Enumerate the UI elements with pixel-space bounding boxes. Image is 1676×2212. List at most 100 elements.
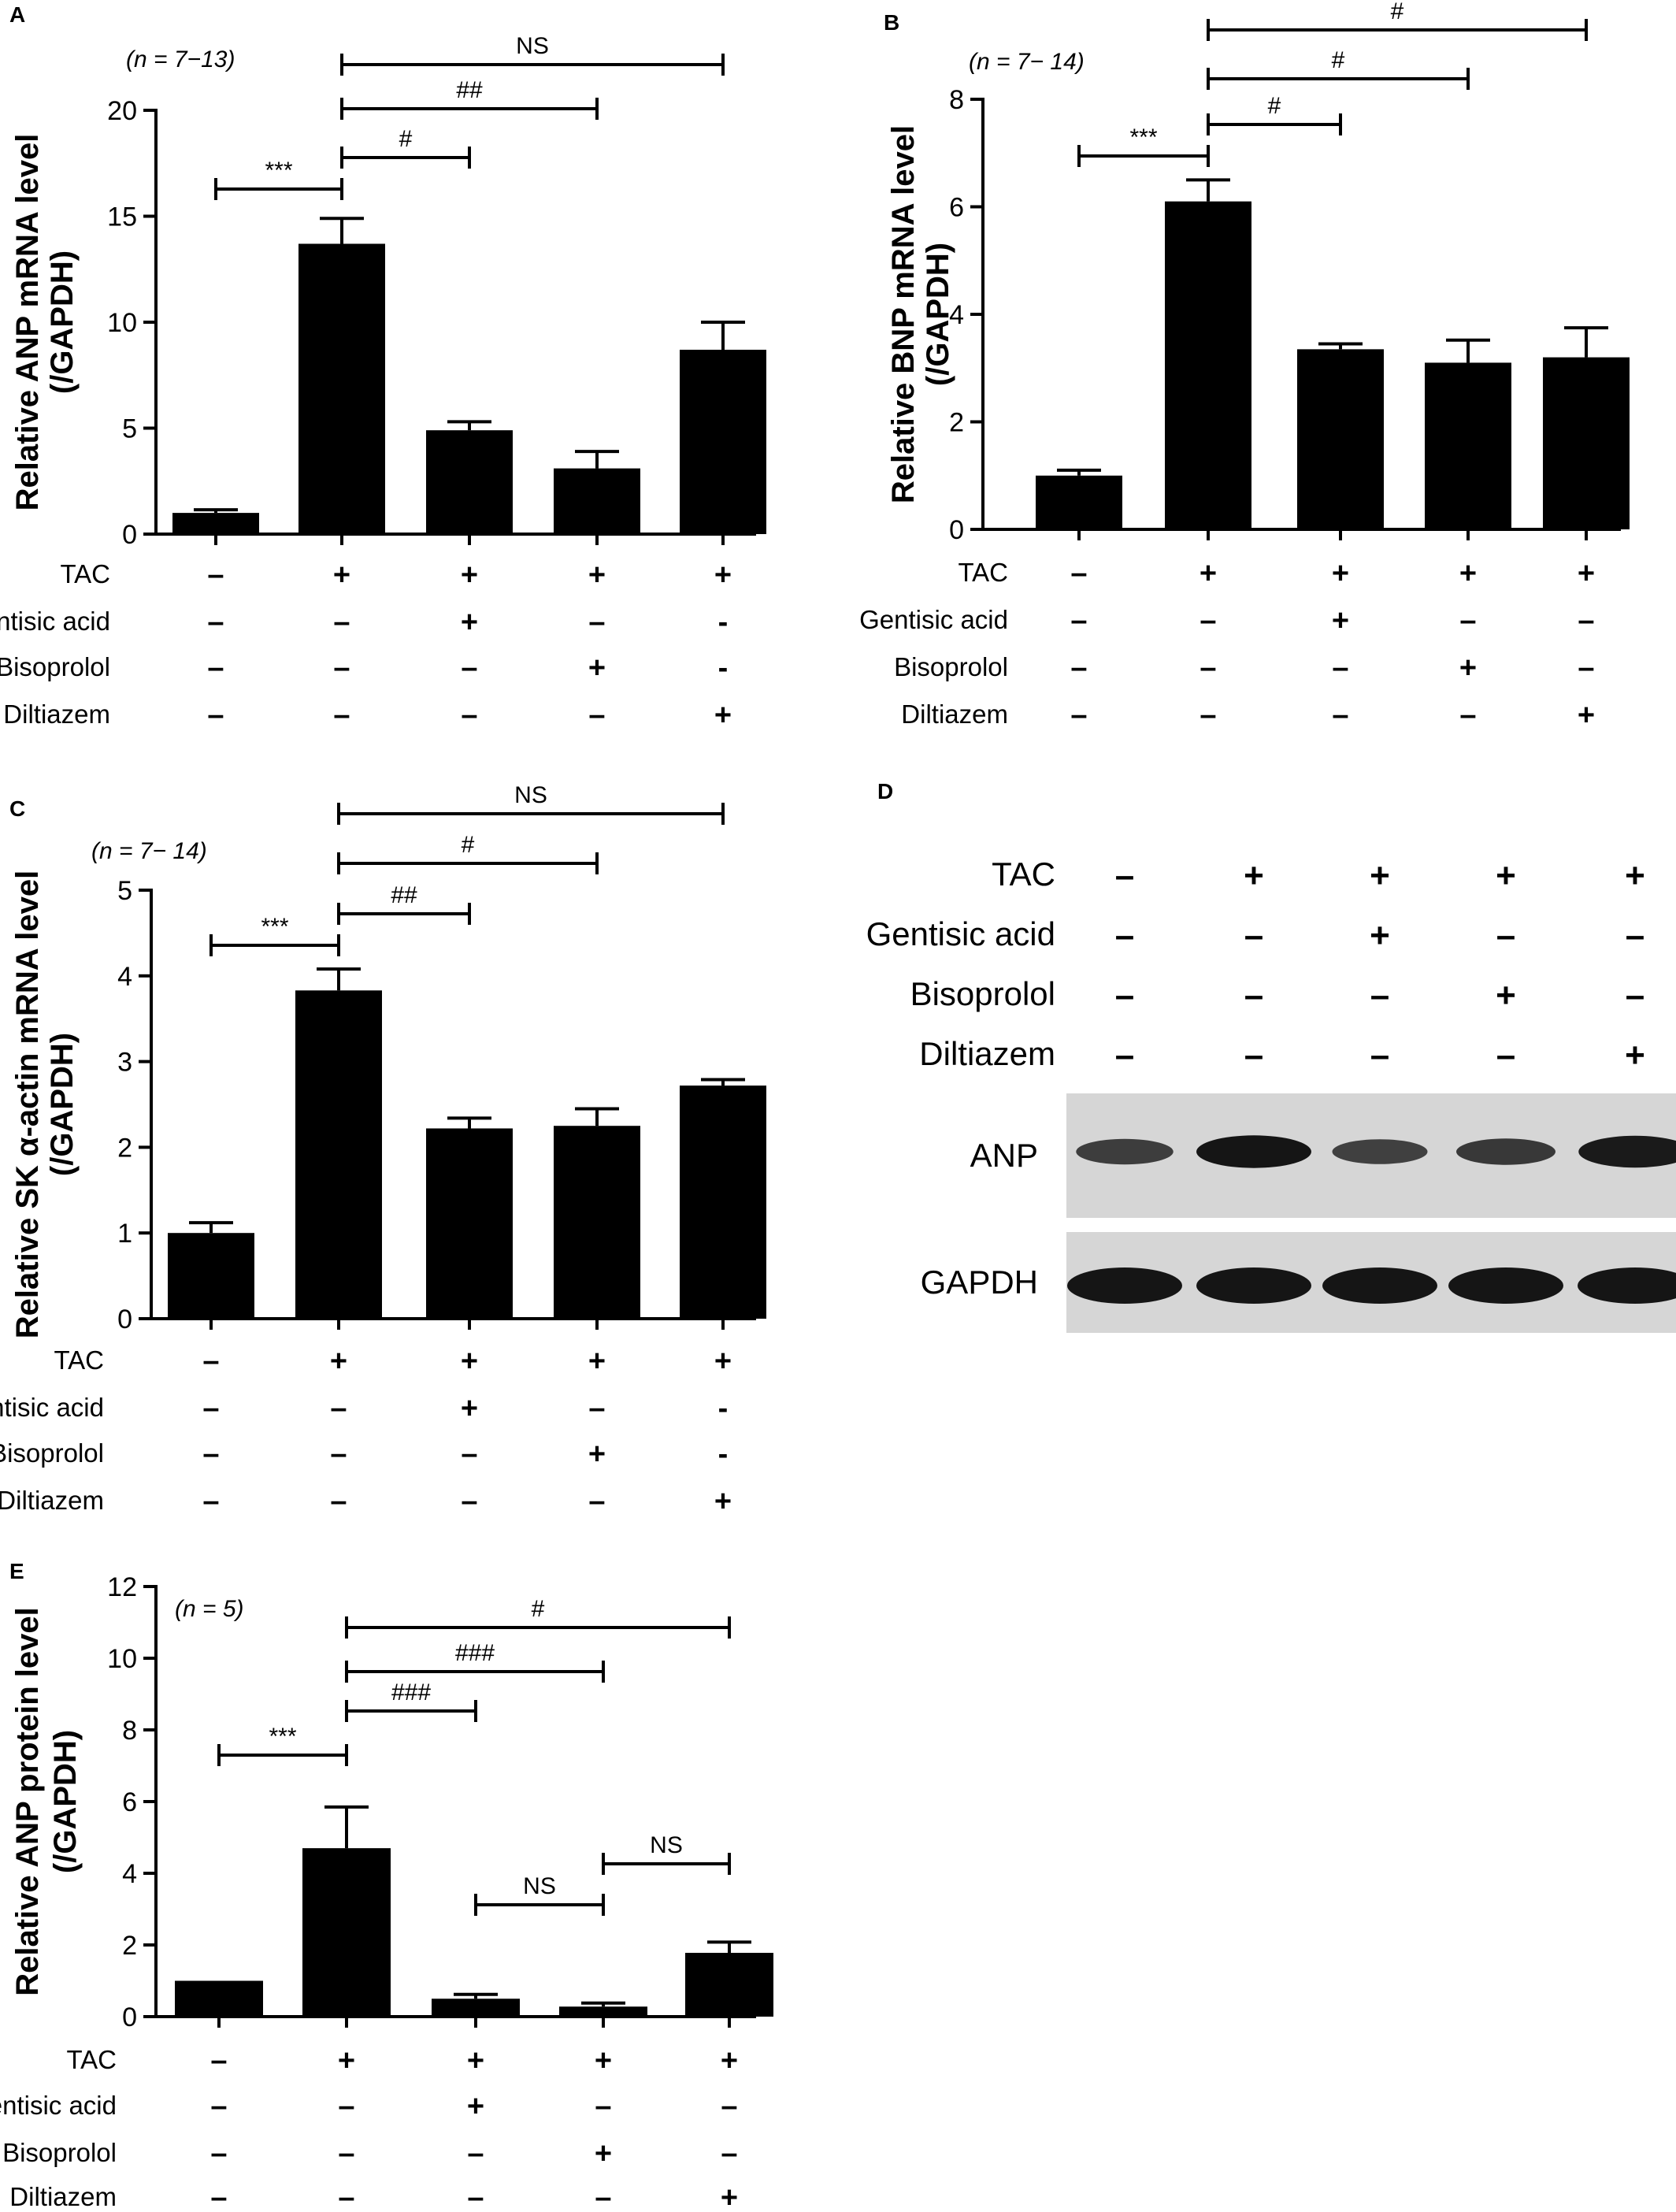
y-axis-title-unit: (/GAPDH) — [48, 1730, 83, 1873]
treatment-sign: - — [718, 606, 729, 639]
significance-label: NS — [516, 33, 549, 59]
treatment-sign: – — [1070, 651, 1087, 685]
treatment-row-label: Diltiazem — [9, 2182, 117, 2211]
blot-sign: – — [1370, 1036, 1389, 1074]
panel-d-western-blot: D TAC – + + + + Gentisic acid – – + – – Bisoprolol – – –… — [866, 779, 1676, 1333]
blot-sign: + — [1625, 856, 1645, 895]
treatment-sign: – — [210, 2044, 227, 2077]
protein-band — [1196, 1267, 1311, 1304]
treatment-sign: – — [338, 2137, 354, 2170]
treatment-sign: – — [588, 1392, 605, 1425]
blot-sign: + — [1496, 856, 1516, 895]
bar — [1425, 362, 1511, 529]
treatment-sign: + — [333, 559, 350, 592]
treatment-sign: + — [588, 559, 606, 592]
y-tick-label: 2 — [122, 1931, 137, 1961]
treatment-sign: – — [202, 1392, 219, 1425]
treatment-row-label: TAC — [66, 2045, 117, 2074]
panel-e: E (n = 5) Relative ANP protein level (/GAPD… — [0, 1559, 773, 2212]
treatment-sign: – — [207, 651, 224, 685]
treatment-sign: – — [330, 1485, 347, 1518]
protein-band — [1448, 1267, 1563, 1304]
significance-label: ### — [391, 1679, 431, 1705]
treatment-row-label: TAC — [54, 1345, 104, 1375]
panel-letter: E — [9, 1559, 24, 1583]
treatment-sign: – — [210, 2181, 227, 2212]
blot-sign: – — [1496, 916, 1515, 955]
panel-letter: D — [877, 779, 893, 804]
treatment-sign: + — [338, 2044, 355, 2077]
y-tick-label: 0 — [949, 515, 964, 545]
treatment-sign: – — [467, 2181, 484, 2212]
bar — [298, 243, 385, 534]
treatment-sign: – — [210, 2137, 227, 2170]
y-tick-label: 5 — [117, 876, 132, 906]
treatment-sign: – — [338, 2181, 354, 2212]
treatment-sign: – — [202, 1485, 219, 1518]
treatment-sign: – — [1200, 699, 1216, 732]
treatment-row-label: Diltiazem — [3, 700, 110, 729]
treatment-row-label: Bisoprolol — [894, 652, 1008, 681]
significance-label: # — [399, 126, 413, 152]
treatment-sign: – — [330, 1438, 347, 1471]
y-axis-title: Relative BNP mRNA level — [886, 125, 921, 503]
protein-band — [1578, 1267, 1676, 1304]
treatment-sign: – — [1200, 651, 1216, 685]
y-tick-label: 10 — [107, 308, 137, 338]
treatment-sign: – — [721, 2137, 737, 2170]
treatment-row-label: Bisoprolol — [0, 652, 110, 681]
band-label: ANP — [970, 1137, 1038, 1174]
treatment-sign: + — [1332, 604, 1349, 637]
significance-label: ## — [456, 77, 483, 103]
treatment-sign: + — [461, 1392, 478, 1425]
blot-row-label: Gentisic acid — [866, 915, 1055, 952]
significance-label: NS — [523, 1873, 556, 1899]
treatment-sign: – — [1578, 604, 1594, 637]
y-tick-label: 4 — [117, 962, 132, 992]
treatment-sign: + — [721, 2044, 738, 2077]
significance-label: *** — [261, 914, 288, 940]
treatment-sign: + — [588, 651, 606, 685]
y-tick-label: 1 — [117, 1219, 132, 1249]
treatment-sign: – — [202, 1438, 219, 1471]
panel-letter: B — [884, 10, 899, 35]
treatment-sign: + — [714, 699, 732, 732]
blot-sign: + — [1625, 1036, 1645, 1074]
treatment-sign: – — [588, 699, 605, 732]
treatment-sign: + — [714, 559, 732, 592]
treatment-sign: – — [207, 559, 224, 592]
treatment-sign: – — [330, 1392, 347, 1425]
y-axis-title-unit: (/GAPDH) — [45, 1033, 80, 1176]
y-axis-title: Relative ANP protein level — [10, 1607, 45, 1996]
significance-label: NS — [514, 782, 547, 808]
y-axis-title: Relative ANP mRNA level — [10, 134, 45, 511]
sample-size-label: (n = 7− 14) — [969, 49, 1085, 75]
bar — [172, 513, 259, 534]
significance-label: ## — [391, 882, 417, 908]
treatment-sign: – — [333, 651, 350, 685]
treatment-row-label: Gentisic acid — [0, 1393, 104, 1422]
treatment-sign: + — [714, 1485, 732, 1518]
protein-band — [1332, 1139, 1428, 1164]
bar — [685, 1953, 773, 2017]
significance-label: *** — [1129, 124, 1157, 150]
treatment-sign: + — [1578, 699, 1595, 732]
y-tick-label: 0 — [122, 2002, 137, 2032]
y-tick-label: 0 — [122, 520, 137, 550]
treatment-sign: - — [718, 1438, 729, 1471]
treatment-row-label: Bisoprolol — [2, 2138, 117, 2167]
panel-letter: C — [9, 796, 25, 821]
bar — [1165, 201, 1251, 530]
blot-sign: – — [1115, 856, 1134, 895]
blot-sign: + — [1496, 976, 1516, 1015]
bar — [432, 1999, 520, 2017]
treatment-sign: – — [461, 1438, 477, 1471]
blot-sign: – — [1496, 1036, 1515, 1074]
treatment-sign: + — [1200, 557, 1217, 590]
bar — [426, 1128, 513, 1319]
treatment-sign: – — [1070, 604, 1087, 637]
treatment-sign: – — [333, 606, 350, 639]
y-tick-label: 4 — [122, 1859, 137, 1889]
blot-sign: – — [1244, 1036, 1263, 1074]
